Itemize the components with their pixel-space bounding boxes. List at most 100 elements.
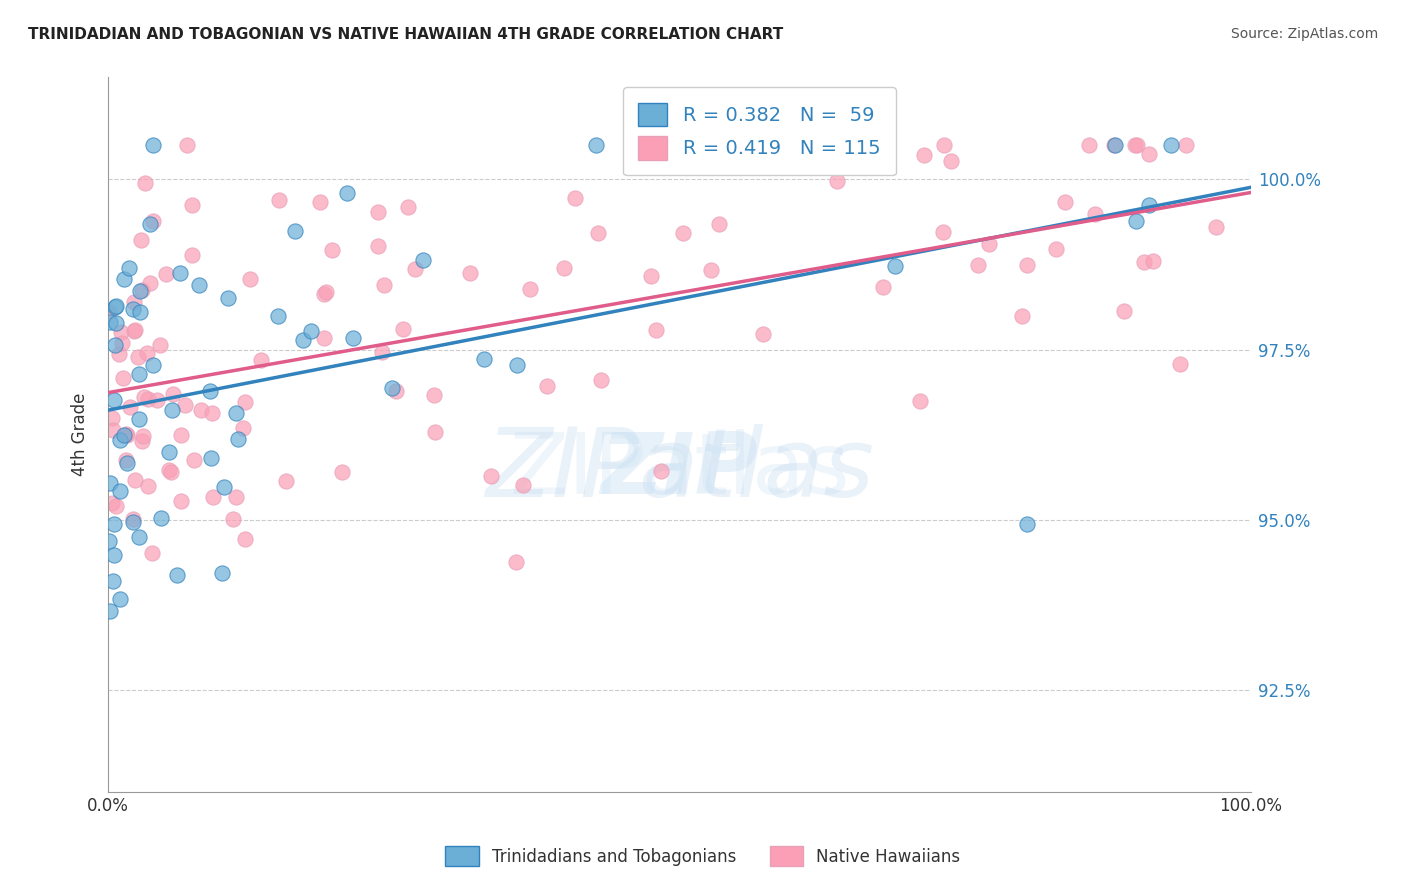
Point <box>239 271 262 285</box>
Point <box>124 324 146 338</box>
Point <box>299 324 322 338</box>
Point <box>201 406 224 420</box>
Point <box>1011 309 1033 323</box>
Point <box>908 394 931 409</box>
Point <box>519 282 541 296</box>
Text: TRINIDADIAN AND TOBAGONIAN VS NATIVE HAWAIIAN 4TH GRADE CORRELATION CHART: TRINIDADIAN AND TOBAGONIAN VS NATIVE HAW… <box>28 27 783 42</box>
Point <box>108 433 131 447</box>
Point <box>145 393 167 408</box>
Point <box>136 392 159 407</box>
Point <box>129 284 152 298</box>
Point <box>396 200 419 214</box>
Point <box>108 347 131 361</box>
Point <box>201 490 224 504</box>
Point <box>650 464 672 478</box>
Point <box>371 345 394 359</box>
Point <box>98 533 121 548</box>
Point <box>104 299 127 313</box>
Point <box>103 392 125 407</box>
Point <box>131 434 153 448</box>
Point <box>479 468 502 483</box>
Point <box>423 425 446 439</box>
Point <box>128 412 150 426</box>
Point <box>373 278 395 293</box>
Point <box>212 480 235 494</box>
Point <box>121 512 143 526</box>
Point <box>105 316 128 330</box>
Point <box>101 411 124 425</box>
Point <box>977 236 1000 251</box>
Point <box>1102 138 1125 153</box>
Point <box>707 217 730 231</box>
Point <box>134 176 156 190</box>
Point <box>176 138 198 153</box>
Point <box>228 432 250 446</box>
Point <box>308 195 330 210</box>
Point <box>127 350 149 364</box>
Point <box>115 453 138 467</box>
Point <box>1142 254 1164 268</box>
Point <box>233 394 256 409</box>
Text: ZIPatlas: ZIPatlas <box>485 424 873 516</box>
Point <box>381 381 404 395</box>
Point <box>110 326 132 340</box>
Point <box>267 309 290 323</box>
Point <box>384 384 406 398</box>
Point <box>1168 357 1191 371</box>
Point <box>1160 138 1182 153</box>
Point <box>1015 258 1038 272</box>
Point <box>124 323 146 337</box>
Point <box>98 604 121 618</box>
Point <box>142 359 165 373</box>
Point <box>118 401 141 415</box>
Point <box>336 186 359 200</box>
Point <box>225 490 247 504</box>
Point <box>162 402 184 417</box>
Point <box>640 269 662 284</box>
Point <box>321 244 343 258</box>
Point <box>101 574 124 589</box>
Legend: Trinidadians and Tobagonians, Native Hawaiians: Trinidadians and Tobagonians, Native Haw… <box>437 838 969 875</box>
Point <box>98 315 121 329</box>
Point <box>111 335 134 350</box>
Point <box>423 388 446 402</box>
Point <box>966 258 988 272</box>
Point <box>104 300 127 314</box>
Point <box>564 191 586 205</box>
Point <box>129 233 152 247</box>
Point <box>103 548 125 562</box>
Point <box>692 138 714 153</box>
Point <box>157 444 180 458</box>
Point <box>117 427 139 442</box>
Legend: R = 0.382   N =  59, R = 0.419   N = 115: R = 0.382 N = 59, R = 0.419 N = 115 <box>623 87 896 176</box>
Point <box>1112 304 1135 318</box>
Point <box>1205 220 1227 235</box>
Text: Source: ZipAtlas.com: Source: ZipAtlas.com <box>1230 27 1378 41</box>
Point <box>474 352 496 367</box>
Point <box>142 213 165 227</box>
Point <box>367 205 389 219</box>
Point <box>591 373 613 387</box>
Point <box>536 379 558 393</box>
Point <box>932 138 955 153</box>
Point <box>108 484 131 499</box>
Point <box>284 224 307 238</box>
Point <box>752 326 775 341</box>
Point <box>128 367 150 381</box>
Point <box>342 331 364 345</box>
Point <box>200 451 222 466</box>
Point <box>136 479 159 493</box>
Point <box>233 533 256 547</box>
Point <box>149 510 172 524</box>
Point <box>160 465 183 479</box>
Point <box>104 337 127 351</box>
Point <box>157 463 180 477</box>
Point <box>139 218 162 232</box>
Point <box>183 453 205 467</box>
Point <box>117 456 139 470</box>
Point <box>221 512 243 526</box>
Point <box>115 426 138 441</box>
Point <box>121 515 143 529</box>
Point <box>392 322 415 336</box>
Point <box>180 198 202 212</box>
